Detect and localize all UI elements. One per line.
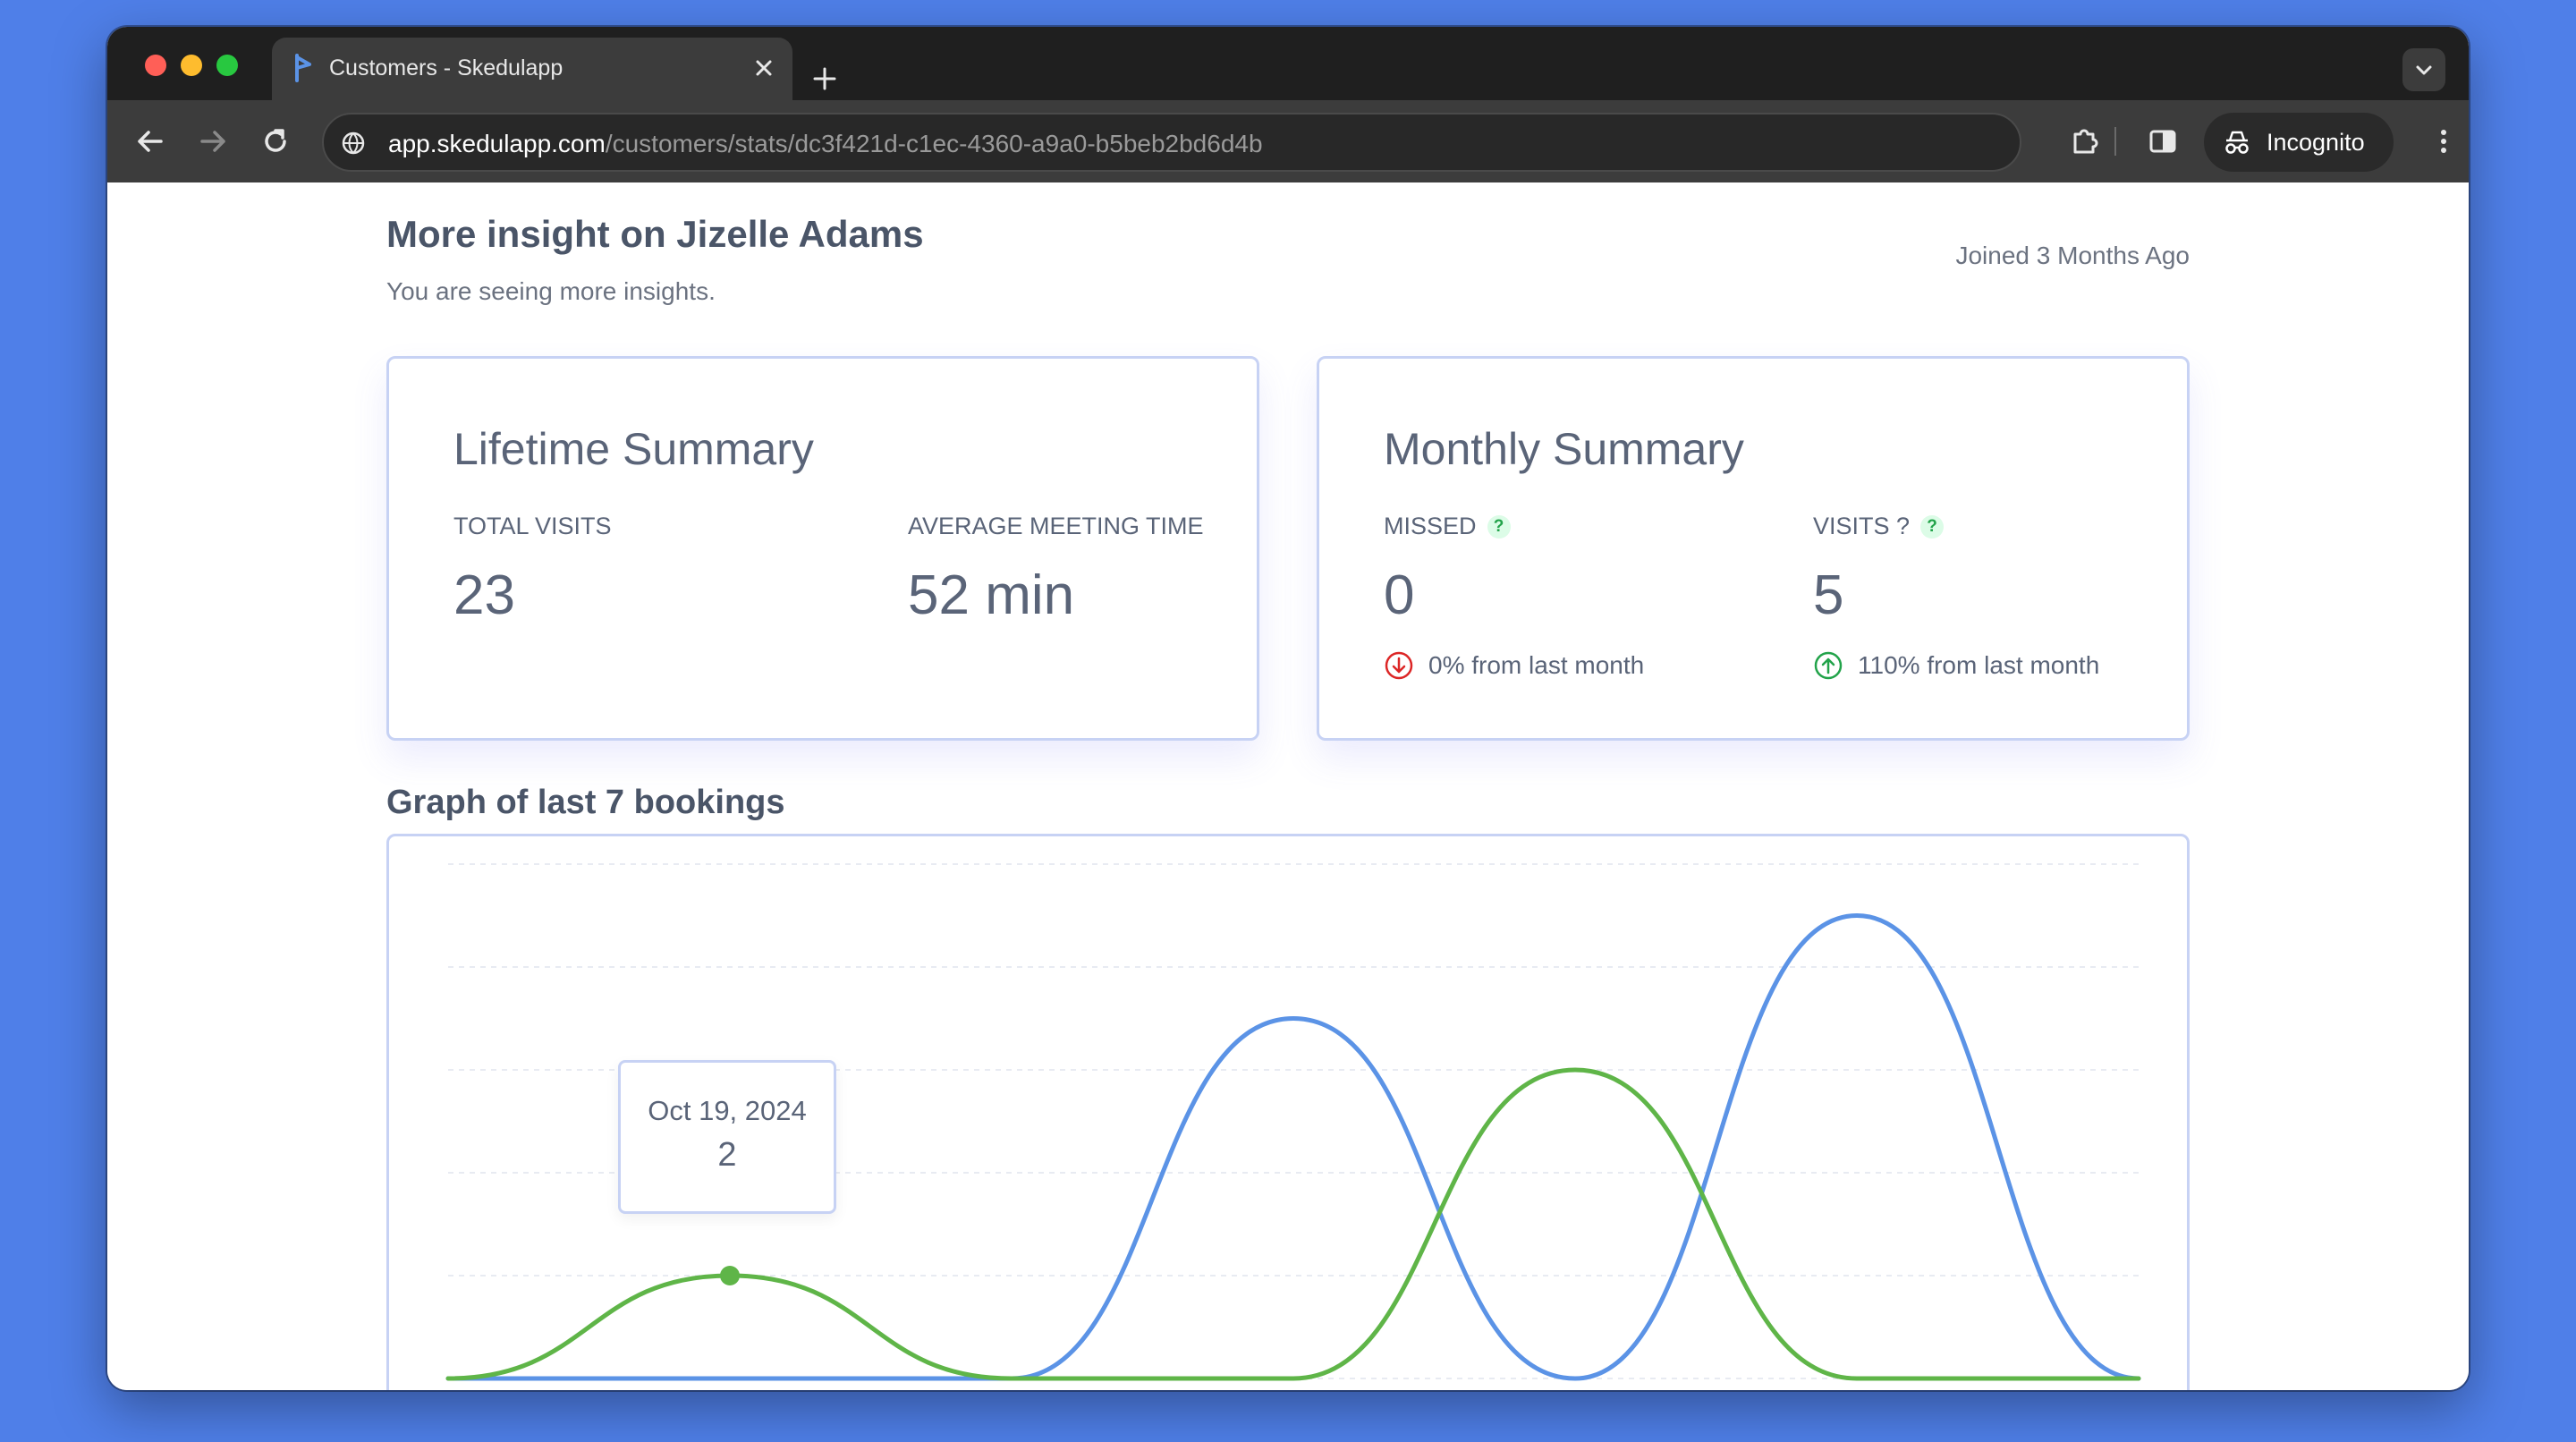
missed-label: MISSED bbox=[1384, 513, 1477, 539]
side-panel-icon[interactable] bbox=[2143, 122, 2182, 161]
tab-title: Customers - Skedulapp bbox=[329, 55, 564, 81]
missed-trend: 0% from last month bbox=[1384, 650, 1644, 681]
skedulapp-favicon-icon bbox=[295, 54, 311, 82]
bookings-line-chart[interactable] bbox=[389, 836, 2187, 1390]
arrow-up-circle-icon bbox=[1814, 651, 1843, 680]
browser-toolbar: app.skedulapp.com/customers/stats/dc3f42… bbox=[107, 100, 2469, 182]
tooltip-value: 2 bbox=[717, 1136, 737, 1174]
missed-stat: MISSED ? 0 0% from last month bbox=[1384, 513, 1644, 681]
graph-title: Graph of last 7 bookings bbox=[386, 784, 785, 821]
page-subtitle: You are seeing more insights. bbox=[386, 277, 716, 305]
minimize-window-button[interactable] bbox=[181, 55, 202, 76]
page-title: More insight on Jizelle Adams bbox=[386, 213, 924, 255]
back-arrow-icon[interactable] bbox=[131, 122, 170, 161]
tab-search-button[interactable] bbox=[2402, 48, 2445, 91]
average-meeting-value: 52 min bbox=[908, 564, 1075, 626]
forward-arrow-icon[interactable] bbox=[193, 122, 233, 161]
chevron-down-icon bbox=[2416, 65, 2432, 75]
extensions-icon[interactable] bbox=[2064, 122, 2104, 161]
incognito-indicator[interactable]: Incognito bbox=[2204, 113, 2394, 172]
visits-stat: VISITS ? ? 5 110% from last month bbox=[1813, 513, 2099, 681]
address-bar[interactable]: app.skedulapp.com/customers/stats/dc3f42… bbox=[322, 113, 2021, 172]
browser-window: Customers - Skedulapp bbox=[107, 27, 2469, 1390]
site-info-icon[interactable] bbox=[340, 130, 367, 157]
tab-strip: Customers - Skedulapp bbox=[107, 27, 2469, 100]
url-text: app.skedulapp.com/customers/stats/dc3f42… bbox=[388, 130, 1263, 157]
reload-icon[interactable] bbox=[256, 122, 295, 161]
missed-value: 0 bbox=[1384, 564, 1415, 626]
visits-label-row: VISITS ? ? bbox=[1813, 513, 2099, 540]
average-meeting-label: AVERAGE MEETING TIME bbox=[908, 513, 1204, 539]
new-tab-icon[interactable] bbox=[809, 63, 841, 95]
incognito-icon bbox=[2225, 131, 2249, 154]
monthly-summary-title: Monthly Summary bbox=[1384, 424, 1744, 474]
visits-trend: 110% from last month bbox=[1813, 650, 2099, 681]
total-visits-stat: TOTAL VISITS 23 bbox=[453, 513, 612, 627]
monthly-summary-card: Monthly Summary MISSED ? 0 0% from last … bbox=[1317, 356, 2190, 741]
close-window-button[interactable] bbox=[145, 55, 166, 76]
total-visits-value: 23 bbox=[453, 564, 515, 626]
maximize-window-button[interactable] bbox=[216, 55, 238, 76]
average-meeting-stat: AVERAGE MEETING TIME 52 min bbox=[908, 513, 1204, 627]
lifetime-summary-title: Lifetime Summary bbox=[453, 424, 814, 474]
more-menu-icon[interactable] bbox=[2424, 122, 2463, 161]
close-tab-icon[interactable] bbox=[750, 54, 778, 82]
chart-tooltip: Oct 19, 2024 2 bbox=[618, 1060, 836, 1214]
lifetime-summary-card: Lifetime Summary TOTAL VISITS 23 AVERAGE… bbox=[386, 356, 1259, 741]
visits-trend-text: 110% from last month bbox=[1858, 651, 2100, 679]
missed-label-row: MISSED ? bbox=[1384, 513, 1644, 540]
arrow-down-circle-icon bbox=[1385, 651, 1413, 680]
page-content: More insight on Jizelle Adams You are se… bbox=[107, 182, 2469, 1390]
joined-date: Joined 3 Months Ago bbox=[1955, 242, 2190, 269]
bookings-graph-card: Oct 19, 2024 2 bbox=[386, 834, 2190, 1390]
missed-trend-text: 0% from last month bbox=[1428, 651, 1645, 679]
tooltip-date: Oct 19, 2024 bbox=[648, 1095, 807, 1126]
total-visits-label: TOTAL VISITS bbox=[453, 513, 612, 539]
incognito-label: Incognito bbox=[2267, 129, 2365, 156]
highlighted-data-point[interactable] bbox=[720, 1266, 740, 1285]
tab-customers[interactable]: Customers - Skedulapp bbox=[272, 38, 792, 100]
visits-label: VISITS ? bbox=[1813, 513, 1911, 539]
series-line-1[interactable] bbox=[445, 912, 2141, 1381]
visits-help-icon[interactable]: ? bbox=[1920, 514, 1945, 539]
visits-value: 5 bbox=[1813, 564, 1844, 626]
toolbar-separator bbox=[2114, 127, 2116, 156]
missed-help-icon[interactable]: ? bbox=[1487, 514, 1511, 539]
